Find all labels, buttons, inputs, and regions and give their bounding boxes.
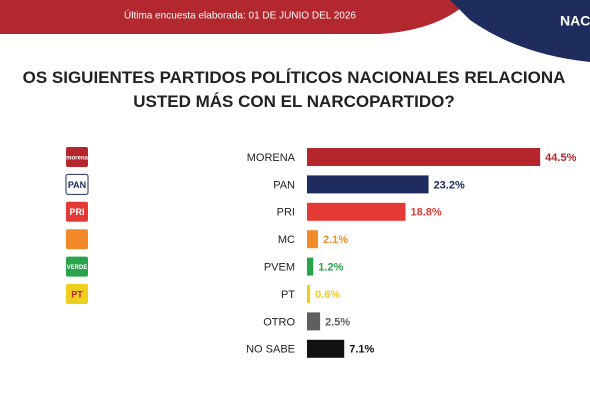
party-logo-text: PT bbox=[71, 289, 83, 299]
category-label: MC bbox=[278, 234, 295, 246]
category-label: PT bbox=[281, 289, 295, 301]
bar bbox=[307, 257, 314, 276]
bar bbox=[307, 175, 429, 194]
bar bbox=[307, 285, 311, 303]
bar bbox=[307, 312, 321, 331]
value-label: 44.5% bbox=[545, 152, 576, 164]
party-logo-text: PRI bbox=[69, 207, 84, 217]
value-label: 18.8% bbox=[411, 207, 442, 219]
party-logo-text: VERDE bbox=[67, 265, 88, 271]
category-label: PAN bbox=[273, 179, 295, 191]
category-label: MORENA bbox=[247, 152, 296, 164]
survey-note: Última encuesta elaborada: 01 DE JUNIO D… bbox=[124, 9, 356, 22]
party-logo bbox=[66, 284, 88, 304]
value-label: 0.6% bbox=[315, 289, 340, 301]
party-logo bbox=[66, 256, 88, 277]
party-logo-text: morena bbox=[66, 156, 88, 162]
party-logo bbox=[66, 147, 88, 167]
bar bbox=[307, 339, 345, 358]
brand-band bbox=[450, 0, 590, 62]
brand: NAC bbox=[560, 13, 590, 29]
category-label: NO SABE bbox=[246, 344, 295, 356]
value-label: 7.1% bbox=[349, 344, 374, 356]
value-label: 2.1% bbox=[323, 234, 348, 246]
party-logo bbox=[66, 201, 88, 222]
chart-title: OS SIGUIENTES PARTIDOS POLÍTICOS NACIONA… bbox=[22, 68, 566, 111]
category-label: PVEM bbox=[264, 262, 295, 274]
bar bbox=[307, 230, 319, 249]
category-label: PRI bbox=[277, 207, 295, 219]
value-label: 2.5% bbox=[325, 316, 350, 328]
party-logo bbox=[65, 173, 89, 195]
party-logo bbox=[66, 229, 88, 250]
party-logo-text: PAN bbox=[68, 180, 86, 190]
value-label: 23.2% bbox=[434, 179, 465, 191]
value-label: 1.2% bbox=[318, 262, 343, 274]
category-label: OTRO bbox=[263, 316, 295, 328]
bar bbox=[307, 148, 541, 166]
bar bbox=[307, 202, 406, 221]
header-band bbox=[0, 0, 470, 34]
